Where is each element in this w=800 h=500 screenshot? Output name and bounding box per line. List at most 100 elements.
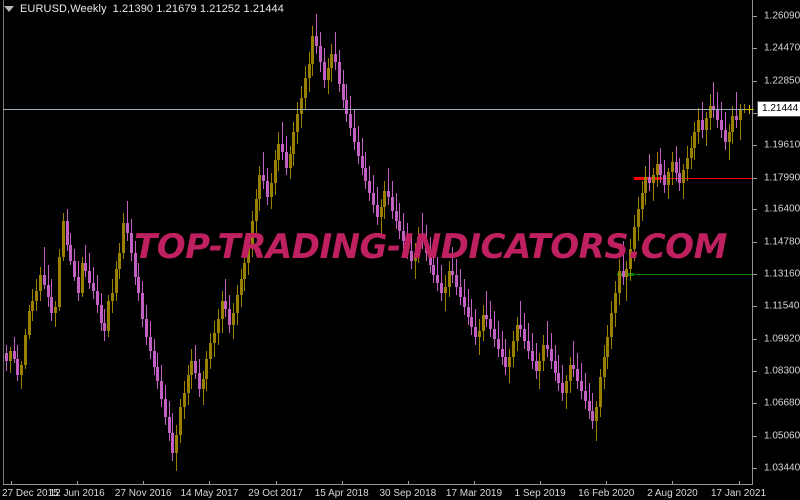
candle-wick <box>653 167 654 202</box>
price-axis-label: 1.08300 <box>764 365 800 377</box>
candle-body-bull <box>118 253 121 270</box>
candle-body-bear <box>410 251 413 262</box>
candle-body-bull <box>20 364 23 375</box>
price-tick <box>753 242 757 243</box>
candle-body-bull <box>232 313 235 326</box>
candle-body-bull <box>686 157 689 170</box>
date-axis-label: 1 Sep 2019 <box>514 488 566 499</box>
candle-body-bull <box>81 263 84 294</box>
candle-body-bear <box>724 129 727 142</box>
candle-body-bull <box>629 249 632 270</box>
candle-body-bear <box>357 141 360 156</box>
candle-body-bear <box>391 197 394 212</box>
date-tick <box>77 481 78 485</box>
chevron-down-icon[interactable] <box>4 6 14 12</box>
candle-wick <box>55 301 56 328</box>
candle-body-bull <box>682 169 685 184</box>
candle-body-bear <box>554 360 557 373</box>
date-tick <box>408 481 409 485</box>
candle-body-bull <box>565 380 568 393</box>
candle-body-bear <box>497 339 500 349</box>
candle-body-bull <box>35 291 38 302</box>
candle-body-bear <box>323 61 326 80</box>
candle-body-bear <box>156 366 159 381</box>
date-axis-label: 17 Mar 2019 <box>445 488 503 499</box>
support-line[interactable] <box>617 274 752 275</box>
candle-body-bull <box>728 131 731 142</box>
candle-wick <box>729 123 730 160</box>
candle-body-bear <box>16 358 19 375</box>
candle-body-bull <box>54 307 57 314</box>
candle-body-bull <box>618 271 621 294</box>
candle-wick <box>422 213 423 250</box>
price-tick <box>753 145 757 146</box>
candle-body-bear <box>266 181 269 198</box>
candle-body-bear <box>334 53 337 62</box>
candle-body-bear <box>285 151 288 168</box>
date-axis-label: 14 May 2017 <box>180 488 239 499</box>
candle-body-bear <box>130 233 133 254</box>
resistance-line[interactable] <box>634 178 752 179</box>
candle-body-bear <box>550 348 553 361</box>
watermark-text: TOP-TRADING-INDICATORS.COM <box>134 227 727 267</box>
candle-body-bear <box>485 315 488 320</box>
candle-wick <box>475 309 476 345</box>
price-tick <box>753 306 757 307</box>
candle-wick <box>407 223 408 260</box>
candle-body-bull <box>671 161 674 172</box>
candle-body-bear <box>103 323 106 332</box>
candle-body-bull <box>538 360 541 371</box>
candle-body-bull <box>190 360 193 375</box>
candle-wick <box>626 261 627 302</box>
candle-body-bear <box>398 221 401 232</box>
candle-wick <box>532 333 533 369</box>
candle-wick <box>388 167 389 206</box>
y-axis-line <box>752 0 753 484</box>
candle-body-bear <box>429 253 432 266</box>
price-tick <box>753 113 757 114</box>
price-tick <box>753 436 757 437</box>
candle-body-bull <box>697 119 700 132</box>
date-axis-label: 12 Jun 2016 <box>49 488 105 499</box>
candle-body-bull <box>202 378 205 389</box>
candle-body-bull <box>122 223 125 254</box>
candle-wick <box>520 301 521 338</box>
candle-body-bull <box>693 131 696 148</box>
candle-wick <box>713 81 714 118</box>
current-price-line <box>3 109 752 110</box>
candle-body-bull <box>414 253 417 262</box>
candle-body-bear <box>84 263 87 272</box>
price-tick <box>753 468 757 469</box>
candle-body-bear <box>459 287 462 298</box>
candle-body-bear <box>712 105 715 110</box>
candle-body-bear <box>69 245 72 262</box>
candle-body-bear <box>100 305 103 324</box>
candle-body-bear <box>493 329 496 340</box>
candle-body-bull <box>251 221 254 246</box>
price-axis-label: 1.19610 <box>764 139 800 151</box>
candle-body-bull <box>327 67 330 80</box>
price-axis-label: 1.24470 <box>764 42 800 54</box>
price-tick <box>753 16 757 17</box>
chart-plot-area[interactable] <box>3 0 752 484</box>
candle-body-bear <box>675 161 678 174</box>
candle-wick <box>486 291 487 328</box>
candle-wick <box>744 104 745 113</box>
price-tick <box>753 339 757 340</box>
candle-body-bear <box>467 307 470 318</box>
symbol-label: EURUSD,Weekly <box>20 3 107 15</box>
candle-body-bear <box>228 309 231 326</box>
candle-body-bear <box>353 127 356 142</box>
price-axis[interactable]: 1.260901.244701.228501.212301.196101.179… <box>753 0 800 484</box>
date-axis[interactable]: 27 Dec 2015 12 Jun 2016 27 Nov 2016 14 May … <box>0 481 800 500</box>
candle-body-bull <box>296 113 299 132</box>
candle-body-bear <box>455 275 458 288</box>
price-axis-label: 1.22850 <box>764 75 800 87</box>
candle-body-bear <box>678 173 681 184</box>
candle-wick <box>44 247 45 290</box>
candle-wick <box>585 372 586 409</box>
candle-body-bull <box>610 313 613 338</box>
candle-body-bear <box>349 113 352 128</box>
date-tick <box>209 481 210 485</box>
price-tick <box>753 48 757 49</box>
